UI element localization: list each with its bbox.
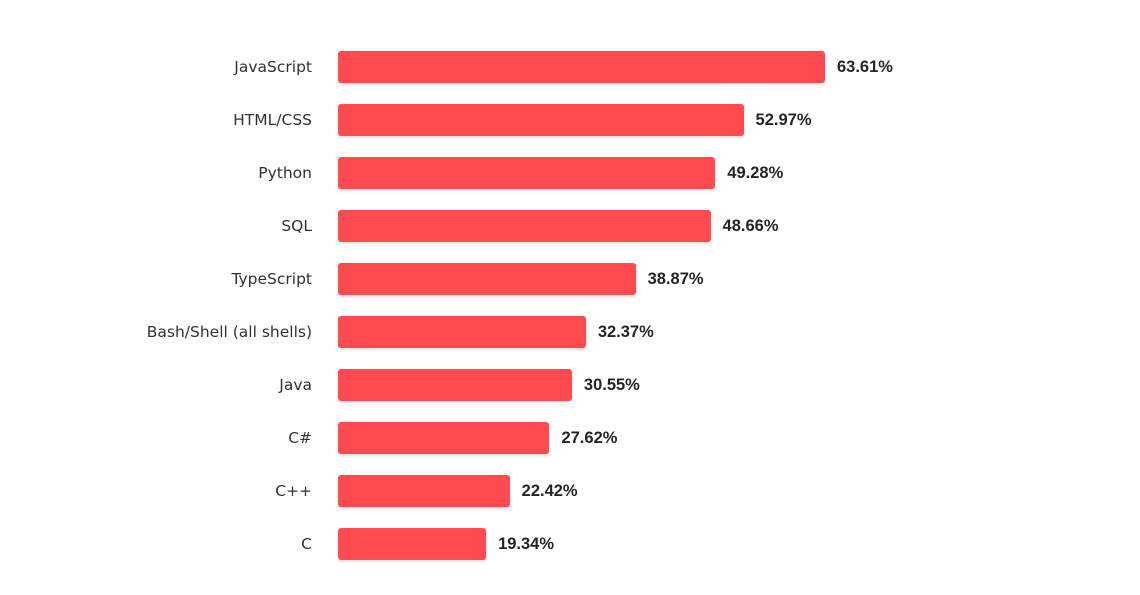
bar-row: Java 30.55% <box>0 359 1140 412</box>
bar-row: Python 49.28% <box>0 147 1140 200</box>
category-label: SQL <box>281 217 312 235</box>
value-label: 27.62% <box>561 429 618 447</box>
bar <box>338 263 636 295</box>
bar <box>338 316 586 348</box>
bar <box>338 528 487 560</box>
value-label: 32.37% <box>597 323 654 341</box>
category-label: TypeScript <box>231 270 312 288</box>
value-label: 49.28% <box>727 164 784 182</box>
bar-row: SQL 48.66% <box>0 200 1140 253</box>
bar <box>338 51 825 83</box>
value-label: 52.97% <box>755 111 812 129</box>
bar-row: TypeScript 38.87% <box>0 253 1140 306</box>
bar-row: C 19.34% <box>0 518 1140 571</box>
bar <box>338 210 711 242</box>
category-label: HTML/CSS <box>233 111 312 129</box>
bar-row: C# 27.62% <box>0 412 1140 465</box>
value-label: 30.55% <box>583 376 640 394</box>
value-label: 48.66% <box>722 217 779 235</box>
bar <box>338 422 550 454</box>
bar-row: Bash/Shell (all shells) 32.37% <box>0 306 1140 359</box>
value-label: 38.87% <box>647 270 704 288</box>
bar <box>338 369 572 401</box>
value-label: 63.61% <box>837 58 893 76</box>
bar-row: JavaScript 63.61% <box>0 41 1140 94</box>
category-label: JavaScript <box>234 58 312 76</box>
bar-row: HTML/CSS 52.97% <box>0 94 1140 147</box>
category-label: C <box>301 535 312 553</box>
category-label: Bash/Shell (all shells) <box>146 323 312 341</box>
bar <box>338 157 716 189</box>
category-label: C++ <box>275 482 312 500</box>
bar <box>338 475 510 507</box>
category-label: Java <box>279 376 312 394</box>
value-label: 19.34% <box>498 535 555 553</box>
category-label: C# <box>288 429 312 447</box>
category-label: Python <box>258 164 312 182</box>
bar <box>338 104 744 136</box>
bar-row: C++ 22.42% <box>0 465 1140 518</box>
value-label: 22.42% <box>521 482 578 500</box>
